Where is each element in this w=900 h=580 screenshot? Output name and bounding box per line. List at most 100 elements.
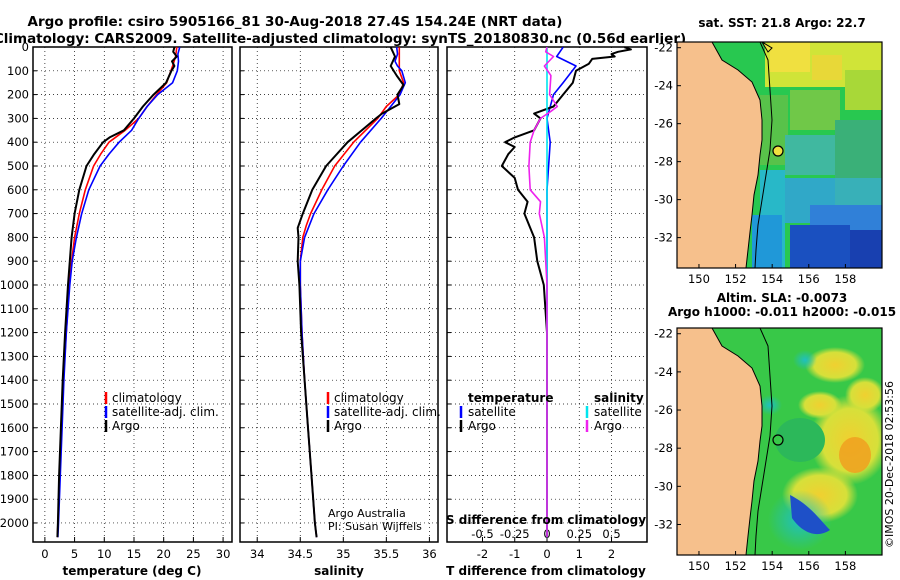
sla-map-ticks: 150 152 154 156 158 -22 -24 -26 -28 -30 -32	[654, 327, 856, 573]
series-line-climatology	[56, 47, 178, 538]
legend-label-s-argo: Argo	[594, 419, 622, 433]
map-xtick-label: 150	[688, 272, 710, 286]
xtick-label: 36	[422, 547, 437, 561]
ytick-label: 1400	[0, 373, 29, 387]
ytick-label: 1600	[0, 421, 29, 435]
map-xtick-label: 150	[688, 559, 710, 573]
temperature-tick-labels: 0 5 10 15 20 25 30	[41, 547, 230, 561]
xtick-top-label: 0.25	[566, 527, 592, 541]
xtick-label: 5	[71, 547, 78, 561]
sst-map	[677, 42, 882, 268]
temperature-legend: climatology satellite-adj. clim. Argo	[104, 391, 219, 433]
xtick-label: 34.5	[287, 547, 313, 561]
map-ytick-label: -22	[654, 327, 673, 341]
xtick-top-label: -0.5	[471, 527, 493, 541]
legend-label-t-satellite: satellite	[468, 405, 516, 419]
map-xtick-label: 152	[725, 559, 747, 573]
map-ytick-label: -26	[654, 117, 673, 131]
legend-label-s-satellite: satellite	[594, 405, 642, 419]
map-xtick-label: 158	[834, 272, 856, 286]
ytick-label: 200	[7, 88, 29, 102]
xtick-top-label: -0.25	[500, 527, 530, 541]
map-ytick-label: -24	[654, 365, 673, 379]
legend-label-climatology: climatology	[112, 391, 182, 405]
ytick-label: 1500	[0, 397, 29, 411]
xtick-label: 35	[336, 547, 351, 561]
temperature-series	[56, 46, 181, 538]
depth-tick-labels: 0 100 200 300 400 500 600 700 800 900 1000 1100 1200…	[0, 40, 29, 530]
difference-series	[500, 46, 632, 538]
credit-line2: PI: Susan Wijffels	[328, 520, 422, 533]
legend-label-t-argo: Argo	[468, 419, 496, 433]
series-line-satellite-adj-clim-	[57, 46, 181, 538]
series-line-satellite-adj-clim-	[299, 47, 407, 538]
series-line-s-argo	[528, 46, 559, 538]
difference-xlabel: T difference from climatology	[446, 564, 646, 578]
legend-head-salinity: salinity	[594, 391, 644, 405]
ytick-label: 1000	[0, 278, 29, 292]
xtick-label: 10	[97, 547, 112, 561]
xtick-label: 0	[543, 547, 550, 561]
sst-map-frame	[676, 41, 883, 269]
legend-label-satellite-adj: satellite-adj. clim.	[112, 405, 219, 419]
sla-map-title-line1: Altim. SLA: -0.0073	[717, 291, 848, 305]
map-ytick-label: -32	[654, 231, 673, 245]
legend-label-argo: Argo	[334, 419, 362, 433]
legend-label-satellite-adj: satellite-adj. clim.	[334, 405, 441, 419]
map-ytick-label: -26	[654, 403, 673, 417]
ytick-label: 700	[7, 207, 29, 221]
salinity-panel-frame	[239, 46, 439, 543]
sst-argo-marker	[772, 145, 784, 157]
ytick-label: 300	[7, 111, 29, 125]
xtick-label: 2	[608, 547, 615, 561]
map-ytick-label: -28	[654, 155, 673, 169]
series-line-t-satellite	[546, 46, 577, 538]
sla-argo-marker	[772, 434, 784, 446]
difference-top-xlabel: S difference from climatology	[446, 513, 646, 527]
xtick-label: 15	[127, 547, 142, 561]
legend-head-temperature: temperature	[468, 391, 553, 405]
ytick-label: 600	[7, 183, 29, 197]
ytick-label: 800	[7, 230, 29, 244]
temperature-xlabel: temperature (deg C)	[63, 564, 202, 578]
series-line-argo	[56, 46, 178, 538]
xtick-label: -1	[509, 547, 520, 561]
map-xtick-label: 152	[725, 272, 747, 286]
map-ytick-label: -30	[654, 479, 673, 493]
series-line-argo	[296, 46, 405, 538]
ytick-label: 500	[7, 159, 29, 173]
salinity-tick-labels: 34 34.5 35 35.5 36	[250, 547, 437, 561]
ytick-label: 1100	[0, 302, 29, 316]
xtick-label: 0	[41, 547, 48, 561]
sla-map-frame	[676, 327, 883, 556]
temperature-grid	[33, 46, 232, 542]
xtick-label: 1	[576, 547, 583, 561]
sst-map-ticks: 150 152 154 156 158 -22 -24 -26 -28 -30 -32	[654, 41, 856, 286]
ytick-label: 1700	[0, 445, 29, 459]
xtick-label: 25	[186, 547, 201, 561]
ytick-label: 1200	[0, 326, 29, 340]
salinity-legend: climatology satellite-adj. clim. Argo	[326, 391, 441, 433]
xtick-label: 34	[250, 547, 265, 561]
xtick-label: 20	[156, 547, 171, 561]
figure-title-line2: Climatology: CARS2009. Satellite-adjuste…	[0, 31, 686, 47]
ytick-label: 400	[7, 135, 29, 149]
salinity-grid	[240, 46, 438, 542]
map-xtick-label: 154	[761, 559, 783, 573]
difference-tick-labels: -2 -1 0 1 2-0.5 -0.25 0 0.25 0.5	[471, 527, 620, 561]
ytick-label: 0	[22, 40, 29, 54]
ytick-label: 1300	[0, 349, 29, 363]
legend-label-climatology: climatology	[334, 391, 404, 405]
xtick-label: -2	[477, 547, 488, 561]
xtick-top-label: 0.5	[602, 527, 620, 541]
sla-map-title-line2: Argo h1000: -0.011 h2000: -0.015	[668, 305, 896, 319]
series-line-t-argo	[500, 46, 632, 538]
xtick-label: 30	[216, 547, 231, 561]
map-ytick-label: -32	[654, 517, 673, 531]
difference-legend: temperature satellite Argo salinity sate…	[459, 391, 644, 433]
salinity-series	[296, 46, 407, 538]
series-line-climatology	[299, 47, 405, 538]
ytick-label: 100	[7, 64, 29, 78]
map-ytick-label: -28	[654, 441, 673, 455]
credit-line1: Argo Australia	[328, 507, 406, 520]
